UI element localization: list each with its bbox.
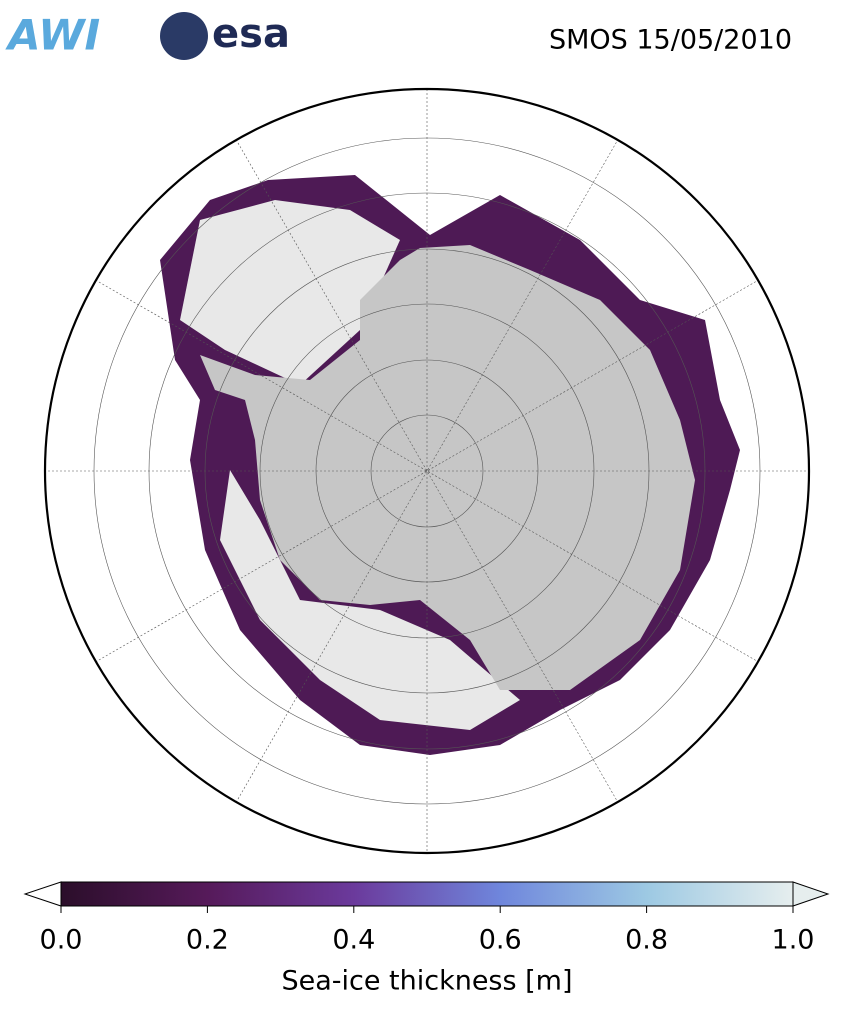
map-title: SMOS 15/05/2010 — [549, 25, 792, 56]
colorbar-label: Sea-ice thickness [m] — [281, 966, 572, 997]
tick-label: 0.0 — [40, 925, 83, 956]
colorbar-gradient — [60, 881, 794, 907]
thick-ice — [220, 470, 520, 730]
thick-ice — [180, 200, 400, 385]
map — [45, 89, 809, 853]
antarctica — [200, 245, 695, 690]
esa-emblem — [160, 12, 208, 60]
tick-label: 0.2 — [186, 925, 229, 956]
tick-label: 0.8 — [625, 925, 668, 956]
tick-label: 0.6 — [479, 925, 522, 956]
colorbar: Sea-ice thickness [m] 0.0 0.2 0.4 0.6 0.8 1.0 — [23, 881, 830, 997]
awi-logo: AWI — [5, 11, 100, 60]
graticule — [45, 89, 809, 853]
map-frame — [43, 87, 811, 855]
tick-label: 0.4 — [332, 925, 375, 956]
tick-label: 1.0 — [772, 925, 815, 956]
esa-logo: esa — [212, 11, 290, 57]
under-extension — [23, 881, 62, 907]
logos: AWI esa — [5, 11, 290, 60]
over-extension — [792, 881, 830, 907]
